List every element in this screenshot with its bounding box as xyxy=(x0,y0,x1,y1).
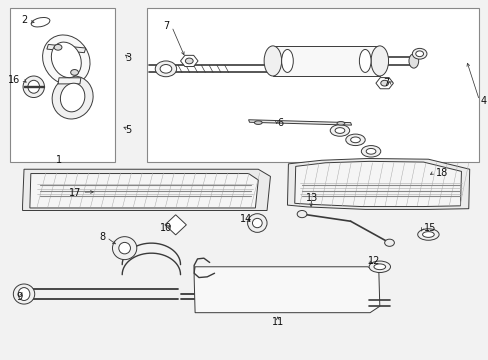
Ellipse shape xyxy=(185,58,193,64)
Ellipse shape xyxy=(54,44,62,50)
Text: 11: 11 xyxy=(271,317,283,327)
Polygon shape xyxy=(58,78,81,84)
Text: 14: 14 xyxy=(240,215,252,224)
Ellipse shape xyxy=(52,76,93,119)
Text: 4: 4 xyxy=(480,96,486,106)
Text: 12: 12 xyxy=(367,256,379,266)
Text: 15: 15 xyxy=(423,224,435,233)
Text: 13: 13 xyxy=(305,193,317,203)
Text: 18: 18 xyxy=(435,168,447,178)
Ellipse shape xyxy=(334,128,344,134)
Ellipse shape xyxy=(370,46,388,76)
Ellipse shape xyxy=(384,239,394,246)
Ellipse shape xyxy=(155,61,176,77)
Bar xyxy=(146,8,478,162)
Polygon shape xyxy=(287,158,469,210)
Ellipse shape xyxy=(329,125,349,136)
Ellipse shape xyxy=(415,51,423,57)
Ellipse shape xyxy=(28,80,40,93)
Ellipse shape xyxy=(23,76,44,98)
Text: 16: 16 xyxy=(8,75,20,85)
Ellipse shape xyxy=(366,148,375,154)
Ellipse shape xyxy=(368,261,390,273)
Text: 17: 17 xyxy=(68,188,81,198)
Polygon shape xyxy=(30,174,258,208)
Text: 7: 7 xyxy=(383,78,389,88)
Ellipse shape xyxy=(380,80,388,86)
Ellipse shape xyxy=(51,42,81,78)
Polygon shape xyxy=(164,215,186,235)
Bar xyxy=(10,8,115,162)
Ellipse shape xyxy=(254,121,262,125)
Ellipse shape xyxy=(350,137,360,143)
Ellipse shape xyxy=(61,83,85,112)
Ellipse shape xyxy=(160,64,171,73)
Text: 1: 1 xyxy=(56,155,62,165)
Text: 9: 9 xyxy=(16,292,22,302)
Ellipse shape xyxy=(359,49,370,72)
Ellipse shape xyxy=(18,288,30,301)
Text: 5: 5 xyxy=(124,125,131,135)
Text: 3: 3 xyxy=(125,53,131,63)
Ellipse shape xyxy=(247,214,266,232)
Ellipse shape xyxy=(422,231,433,237)
Ellipse shape xyxy=(361,145,380,157)
Text: 8: 8 xyxy=(99,232,105,242)
Polygon shape xyxy=(294,161,461,207)
Ellipse shape xyxy=(345,134,365,145)
Ellipse shape xyxy=(417,229,438,240)
Ellipse shape xyxy=(281,49,293,72)
Ellipse shape xyxy=(336,122,344,125)
Text: 6: 6 xyxy=(277,118,283,128)
Text: 2: 2 xyxy=(21,15,27,26)
Ellipse shape xyxy=(408,54,418,68)
Ellipse shape xyxy=(411,48,426,59)
Text: 10: 10 xyxy=(160,224,172,233)
Ellipse shape xyxy=(264,46,281,76)
Text: 7: 7 xyxy=(163,21,169,31)
Ellipse shape xyxy=(71,69,78,75)
Ellipse shape xyxy=(112,237,137,260)
Polygon shape xyxy=(22,169,270,211)
Polygon shape xyxy=(47,44,85,53)
Ellipse shape xyxy=(13,284,35,304)
Polygon shape xyxy=(194,267,379,313)
Ellipse shape xyxy=(252,219,262,228)
Ellipse shape xyxy=(373,264,385,270)
Ellipse shape xyxy=(42,35,90,85)
Ellipse shape xyxy=(297,211,306,218)
Ellipse shape xyxy=(119,242,130,254)
Bar xyxy=(272,45,379,76)
Ellipse shape xyxy=(31,18,50,27)
Polygon shape xyxy=(248,120,351,125)
